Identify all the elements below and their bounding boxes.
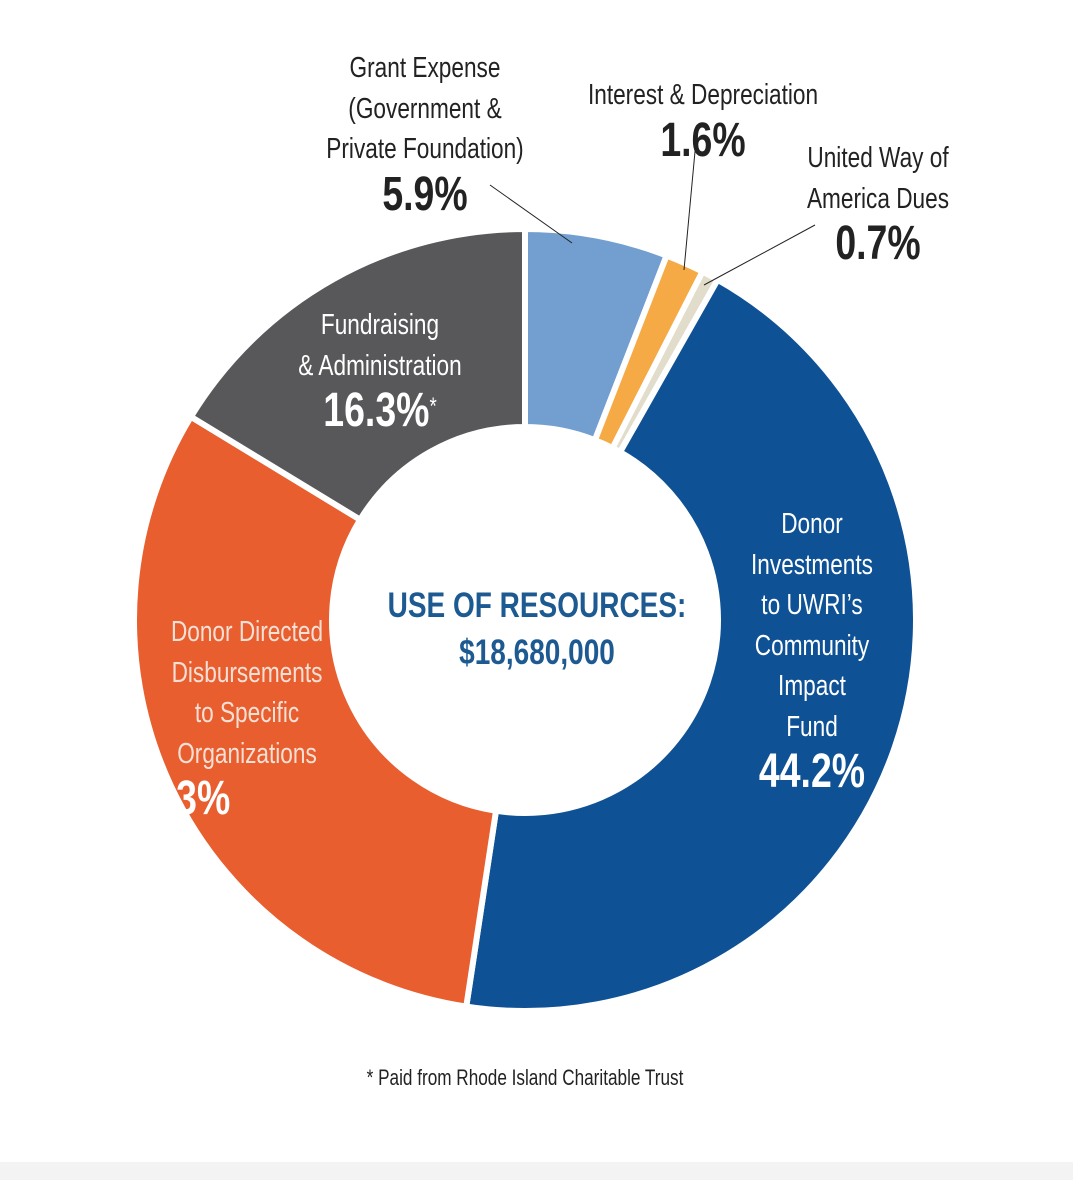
center-label: USE OF RESOURCES: $18,680,000 [388, 582, 687, 676]
chart-title: USE OF RESOURCES: [387, 586, 687, 625]
label-fundraising-administration: Fundraising & Administration 16.3%* [298, 305, 461, 436]
label-line: Fundraising [320, 309, 440, 341]
leader-line-0 [489, 184, 573, 244]
label-line: Fund [786, 710, 838, 743]
label-line: Donor Directed [170, 616, 324, 648]
label-line: & Administration [298, 349, 462, 382]
slice-5 [186, 225, 528, 524]
label-grant-expense: Grant Expense (Government & Private Foun… [326, 48, 523, 220]
label-interest-depreciation: Interest & Depreciation 1.6% [588, 75, 818, 166]
percent-label: 5.9% [382, 167, 468, 221]
label-line: Disbursements [171, 656, 323, 689]
label-line: (Government & [348, 92, 502, 125]
label-line: to Specific [194, 697, 300, 729]
percent-label: 44.2% [758, 745, 866, 798]
label-line: Interest & Depreciation [587, 79, 819, 111]
percent-label: 0.7% [835, 217, 921, 270]
label-line: Donor [781, 508, 843, 540]
label-line: Investments [751, 548, 873, 581]
label-donor-investments: Donor Investments to UWRI’s Community Im… [751, 504, 873, 797]
label-line: Community [754, 629, 870, 662]
total-amount: $18,680,000 [459, 633, 615, 672]
label-line: United Way of [807, 142, 949, 174]
bottom-band [0, 1162, 1073, 1180]
label-line: Grant Expense [349, 52, 501, 84]
percent-label: 16.3% [323, 384, 430, 437]
label-united-way-dues: United Way of America Dues 0.7% [807, 138, 949, 269]
footnote: * Paid from Rhode Island Charitable Trus… [366, 1065, 684, 1090]
label-line: America Dues [806, 182, 950, 215]
label-line: Private Foundation) [326, 133, 524, 165]
percent-label: 31.3% [124, 772, 231, 825]
percent-label: 1.6% [660, 113, 746, 167]
label-line: Impact [778, 670, 846, 702]
leader-line-2 [703, 224, 816, 286]
slice-3 [462, 275, 919, 1014]
slice-4 [131, 412, 500, 1010]
label-donor-directed: Donor Directed Disbursements to Specific… [124, 612, 324, 824]
footnote-marker: * [429, 393, 437, 420]
label-line: Organizations [177, 737, 317, 770]
label-line: to UWRI’s [761, 589, 863, 621]
leader-line-1 [683, 129, 698, 271]
